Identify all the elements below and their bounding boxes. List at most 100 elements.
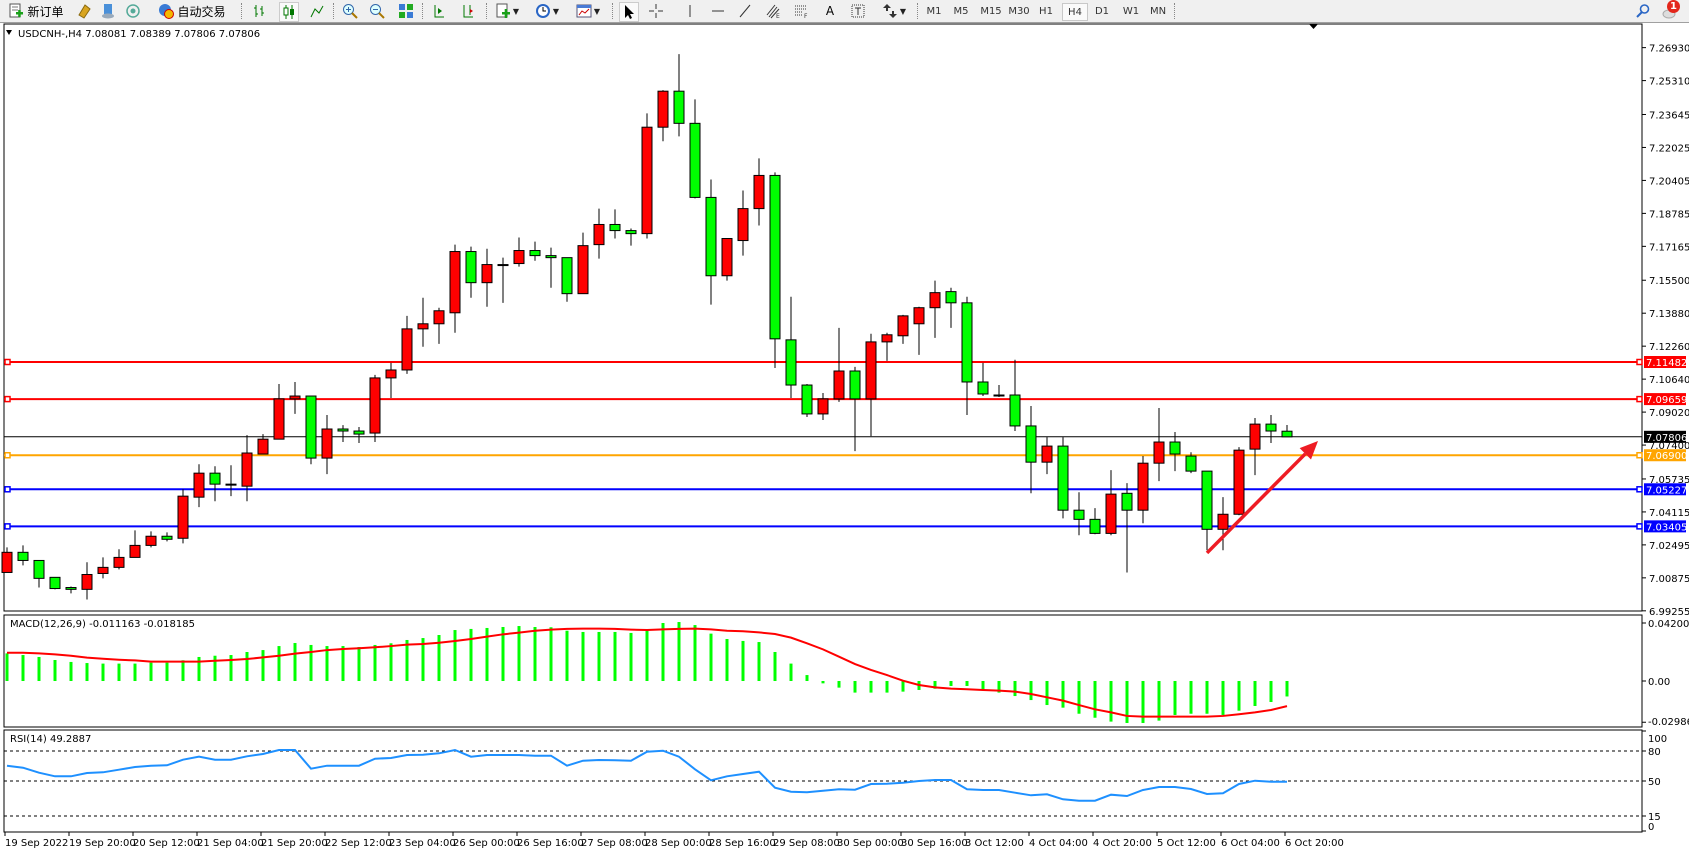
macd-histogram-bar <box>1157 681 1161 721</box>
macd-histogram-bar <box>1205 681 1209 714</box>
line-anchor-handle[interactable] <box>4 358 11 366</box>
line-anchor-handle[interactable] <box>1636 451 1643 459</box>
candle-body <box>785 339 797 386</box>
date-axis-label: 4 Oct 20:00 <box>1093 838 1152 849</box>
candle <box>1057 437 1069 519</box>
timeframe-h1-button[interactable]: H1 <box>1039 5 1053 17</box>
macd-histogram-bar <box>1077 681 1081 714</box>
line-anchor-handle[interactable] <box>1636 523 1643 530</box>
chart-menu-triangle-icon[interactable] <box>6 30 12 35</box>
zoom-in-button[interactable] <box>341 2 359 20</box>
price-tag <box>1644 356 1686 368</box>
line-anchor-handle[interactable] <box>4 395 11 403</box>
price-axis-label: 7.23645 <box>1649 110 1689 121</box>
chart-shift-button[interactable] <box>459 2 477 20</box>
search-button[interactable] <box>1634 2 1652 20</box>
annotation-arrow-head[interactable] <box>1299 441 1318 460</box>
line-anchor-handle[interactable] <box>1636 358 1643 366</box>
line-anchor-handle[interactable] <box>1636 395 1643 403</box>
timeframe-m15-button[interactable]: M15 <box>980 5 1002 17</box>
cursor-button[interactable] <box>619 2 639 22</box>
line-anchor-handle[interactable] <box>1636 486 1643 493</box>
crosshair-button[interactable] <box>647 2 665 20</box>
timeframe-w1-button[interactable]: W1 <box>1122 5 1140 17</box>
signals-button[interactable] <box>124 2 142 20</box>
candle-body <box>305 395 317 459</box>
line-anchor-handle[interactable] <box>4 523 11 530</box>
metaeditor-button[interactable] <box>75 2 93 20</box>
macd-histogram-bar <box>1189 681 1193 714</box>
toolbar-separator <box>612 3 613 19</box>
candle <box>1281 424 1293 438</box>
macd-axis-label: 0.00 <box>1648 677 1670 688</box>
price-axis-label: 6.99255 <box>1649 607 1689 618</box>
candle <box>17 545 29 566</box>
rsi-panel[interactable]: 100 80 50 150 <box>3 729 1667 833</box>
navigator-button[interactable] <box>99 2 117 20</box>
price-tag-label: 7.06900 <box>1646 451 1687 462</box>
periods-button[interactable]: ▼ <box>532 2 562 20</box>
line-anchor-handle[interactable] <box>4 486 11 493</box>
zoom-out-button[interactable] <box>368 2 386 20</box>
line-anchor-handle[interactable] <box>4 451 11 459</box>
line-chart-button[interactable] <box>308 2 326 20</box>
price-tag-label: 7.03405 <box>1646 522 1687 533</box>
candle-body <box>769 174 781 340</box>
chevron-down-icon: ▼ <box>899 6 907 16</box>
candle <box>401 315 413 374</box>
price-axis-label: 7.13880 <box>1649 309 1689 320</box>
chart-shift-icon <box>460 3 476 19</box>
annotation-arrow-shaft[interactable] <box>1205 452 1307 555</box>
price-panel-frame <box>3 23 1643 612</box>
macd-histogram-bar <box>1237 681 1241 711</box>
text-button[interactable]: A <box>821 2 839 20</box>
candle-body <box>689 122 701 198</box>
chevron-down-icon: ▼ <box>512 6 520 16</box>
candle-body <box>577 245 589 295</box>
macd-histogram-bar <box>965 681 969 686</box>
candle-body <box>849 370 861 400</box>
candle-body <box>625 230 637 235</box>
candle-body <box>161 535 173 540</box>
tile-windows-button[interactable] <box>397 2 415 20</box>
new-order-button[interactable]: 新订单 <box>3 2 69 20</box>
timeframe-m1-button[interactable]: M1 <box>926 5 942 17</box>
trendline-button[interactable] <box>736 2 754 20</box>
macd-histogram-bar <box>1045 681 1049 706</box>
candle <box>705 179 717 305</box>
price-axis-label: 7.02495 <box>1649 541 1689 552</box>
candle-body <box>129 544 141 558</box>
fibo-channel-button[interactable]: E <box>764 2 782 20</box>
bar-chart-button[interactable] <box>250 2 268 20</box>
macd-histogram-bar <box>309 644 313 681</box>
metaeditor-icon <box>76 3 92 19</box>
templates-button[interactable]: ▼ <box>572 2 604 20</box>
price-axis-label: 7.20405 <box>1649 176 1689 187</box>
timeframe-d1-button[interactable]: D1 <box>1094 5 1110 17</box>
price-panel[interactable]: 7.26930 7.25310 7.23645 7.22025 7.20405 7.187… <box>1 23 1689 618</box>
text-label-button[interactable] <box>849 2 867 20</box>
auto-trading-button[interactable]: 自动交易 <box>150 2 234 20</box>
vertical-line-button[interactable] <box>681 2 699 20</box>
macd-histogram-bar <box>133 663 137 681</box>
auto-scroll-button[interactable] <box>430 2 448 20</box>
timeframe-m30-button[interactable]: M30 <box>1008 5 1030 17</box>
candle <box>577 232 589 295</box>
chart-shift-marker-icon[interactable] <box>1309 24 1318 29</box>
candle-body <box>193 472 205 498</box>
fibo-retracement-button[interactable]: F <box>792 2 810 20</box>
macd-panel[interactable]: 0.042001 0.00 -0.029864 <box>3 614 1689 728</box>
macd-histogram-bar <box>117 663 121 681</box>
macd-histogram-bar <box>421 638 425 681</box>
timeframe-m5-button[interactable]: M5 <box>953 5 969 17</box>
arrows-button[interactable]: ▼ <box>878 2 910 20</box>
timeframe-h4-button[interactable]: H4 <box>1062 3 1088 21</box>
candlestick-button[interactable] <box>279 2 299 22</box>
line-chart-icon <box>309 3 325 19</box>
horizontal-line-button[interactable] <box>709 2 727 20</box>
indicators-button[interactable]: ▼ <box>492 2 522 20</box>
timeframe-mn-button[interactable]: MN <box>1149 5 1167 17</box>
toolbar-separator <box>333 3 334 19</box>
notification-button[interactable]: 1 <box>1658 0 1682 20</box>
